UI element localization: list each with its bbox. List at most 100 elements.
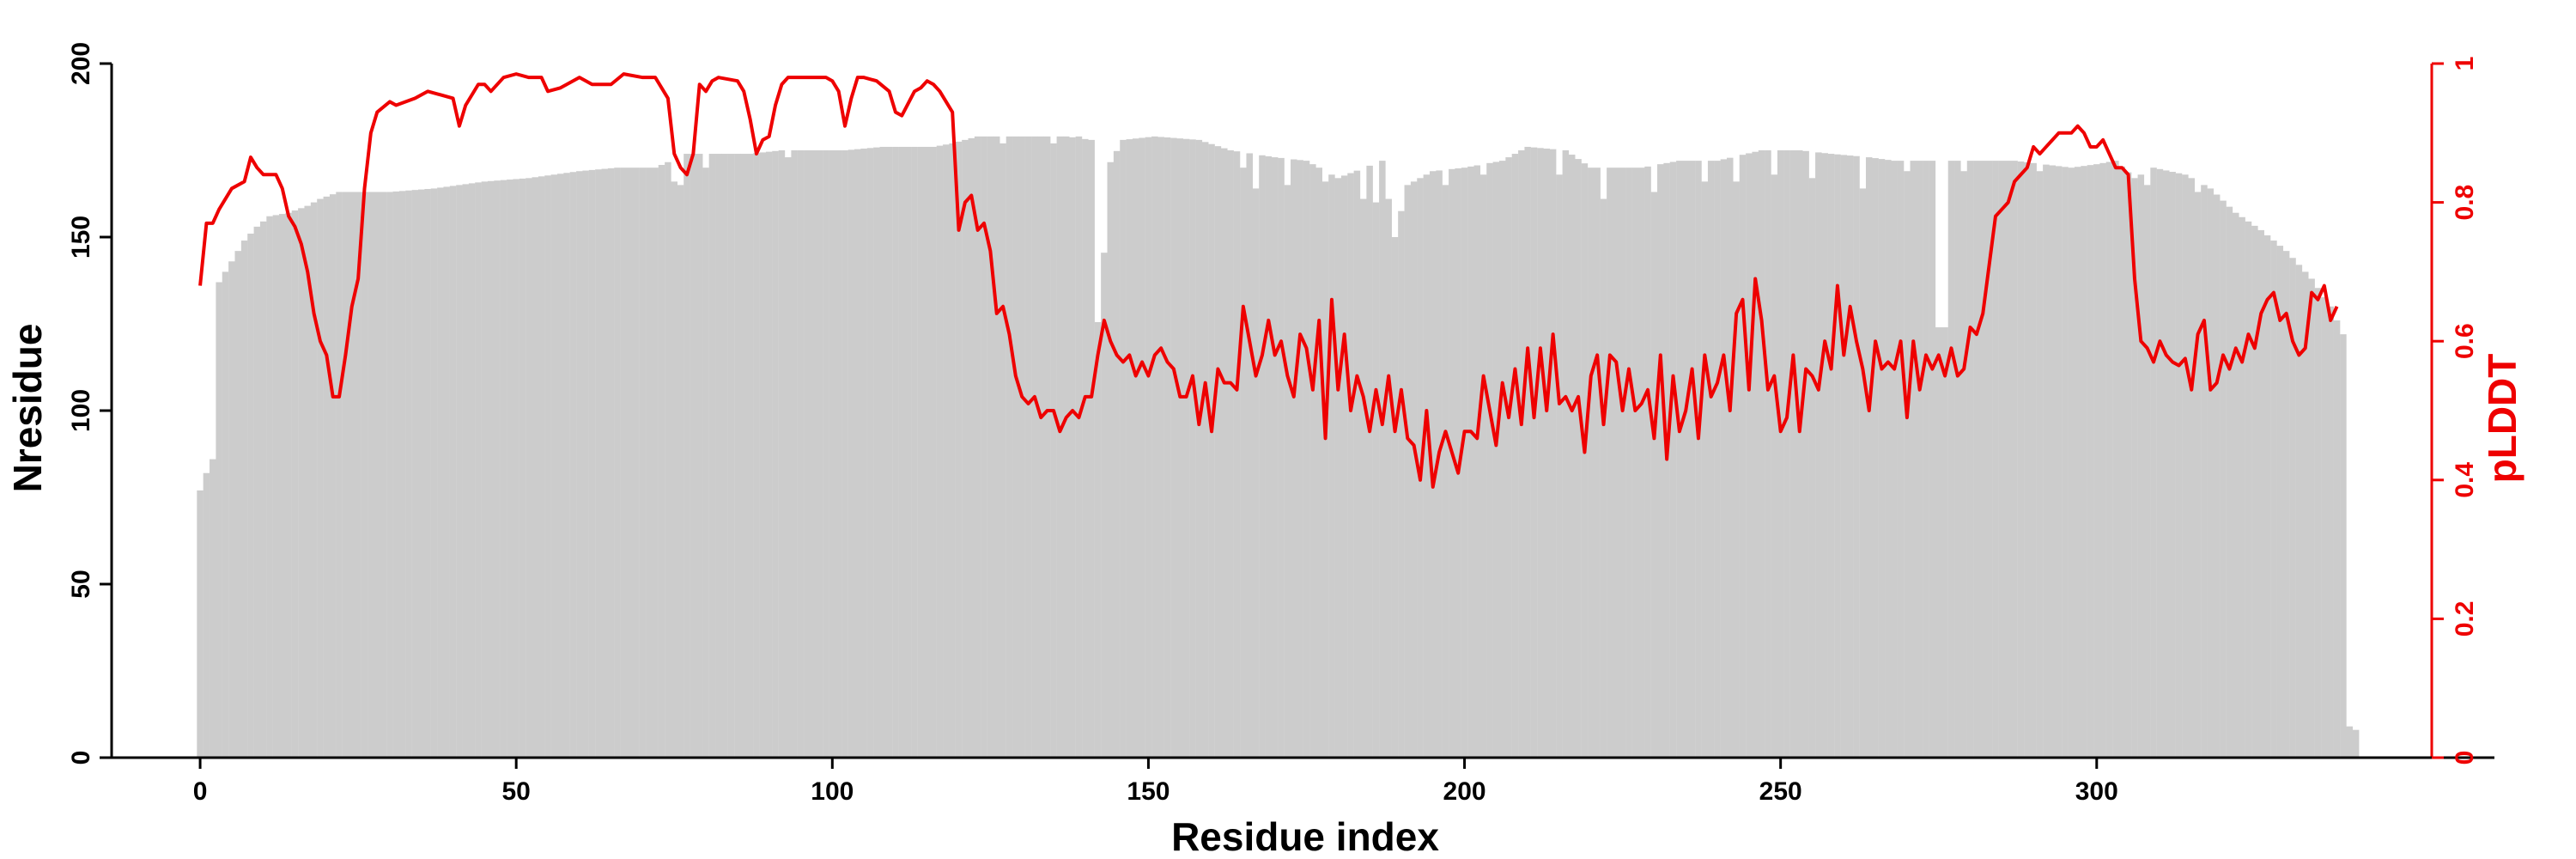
nresidue-bar <box>848 149 855 758</box>
nresidue-bar <box>1240 168 1247 758</box>
nresidue-bar <box>2282 251 2290 758</box>
nresidue-bar <box>197 490 204 758</box>
nresidue-bar <box>1543 148 1551 758</box>
nresidue-bar <box>683 154 690 758</box>
nresidue-bar <box>430 188 438 758</box>
nresidue-bar <box>386 192 393 758</box>
nresidue-bar <box>2099 162 2106 758</box>
nresidue-bar <box>1214 146 1222 758</box>
nresidue-bar <box>2251 225 2258 758</box>
x-tick-label: 250 <box>1759 777 1802 806</box>
nresidue-bar <box>279 214 286 758</box>
x-tick-label: 150 <box>1127 777 1170 806</box>
nresidue-bar <box>1885 160 1892 758</box>
nresidue-bar <box>1537 148 1544 758</box>
nresidue-bar <box>1637 168 1645 758</box>
nresidue-bar <box>1733 181 1740 758</box>
nresidue-bar <box>1265 155 1273 758</box>
nresidue-bar <box>2257 229 2264 758</box>
nresidue-bar <box>2182 174 2189 758</box>
nresidue-bar <box>228 261 235 758</box>
nresidue-bar <box>1278 157 1285 758</box>
nresidue-bar <box>405 190 412 758</box>
nresidue-bar <box>2327 306 2334 758</box>
nresidue-bar <box>2163 170 2170 758</box>
nresidue-bar <box>2233 212 2239 758</box>
nresidue-bar <box>1891 161 1898 758</box>
nresidue-bar <box>247 233 254 758</box>
nresidue-bar <box>1094 321 1102 758</box>
nresidue-bar <box>569 172 577 758</box>
nresidue-bar <box>1998 161 2006 758</box>
nresidue-bar <box>1727 157 1734 758</box>
nresidue-bar <box>873 147 880 758</box>
nresidue-bar <box>1492 161 1500 758</box>
nresidue-bar <box>291 210 299 758</box>
nresidue-bar <box>854 149 861 758</box>
nresidue-bar <box>500 180 507 758</box>
nresidue-bar <box>1808 178 1816 758</box>
nresidue-bar <box>753 153 760 758</box>
nresidue-bar <box>1758 150 1765 758</box>
nresidue-bar <box>1834 154 1841 758</box>
nresidue-bar <box>494 180 501 758</box>
nresidue-bar <box>556 174 564 758</box>
nresidue-bar <box>1309 164 1316 758</box>
nresidue-bar <box>1233 151 1241 758</box>
nresidue-bar <box>727 154 735 758</box>
nresidue-bar <box>2030 162 2037 758</box>
nresidue-bar <box>2276 246 2284 758</box>
nresidue-bar <box>911 146 918 758</box>
nresidue-bar <box>708 154 716 758</box>
nresidue-bar <box>2049 165 2057 758</box>
nresidue-bar <box>532 177 539 758</box>
right-y-tick-label: 0.6 <box>2451 323 2479 359</box>
nresidue-bar <box>1695 161 1702 758</box>
nresidue-bar <box>411 190 419 758</box>
nresidue-bar <box>721 154 728 758</box>
nresidue-bar <box>2220 200 2227 758</box>
nresidue-bar <box>1297 160 1303 758</box>
nresidue-bar <box>1765 150 1771 758</box>
left-y-axis-ticks: 0 50 100 150 200 <box>67 42 112 765</box>
nresidue-bar <box>1467 166 1474 758</box>
nresidue-bar <box>1145 137 1152 758</box>
nresidue-bar <box>2295 265 2303 758</box>
nresidue-bar <box>487 180 495 758</box>
nresidue-bar <box>785 157 792 758</box>
left-y-tick-label: 200 <box>67 42 95 85</box>
nresidue-bar <box>917 146 925 758</box>
nresidue-bar <box>892 146 899 758</box>
nresidue-bar <box>329 194 337 758</box>
nresidue-bar <box>216 282 222 758</box>
nresidue-bar <box>576 171 583 758</box>
nresidue-bar <box>380 192 387 758</box>
nresidue-bar <box>2346 726 2354 758</box>
nresidue-bar <box>1423 174 1431 758</box>
right-y-tick-label: 0.8 <box>2451 185 2479 221</box>
nresidue-bar <box>1594 168 1601 758</box>
nresidue-bar <box>304 205 311 758</box>
nresidue-bar <box>1619 168 1626 758</box>
nresidue-bar <box>677 185 684 758</box>
nresidue-bar <box>1024 136 1032 758</box>
nresidue-bar <box>1657 164 1664 758</box>
nresidue-bar <box>974 136 981 758</box>
nresidue-bar <box>2333 320 2341 758</box>
nresidue-bar <box>702 168 709 758</box>
nresidue-bar <box>2270 241 2277 758</box>
right-y-tick-label: 1 <box>2451 57 2479 71</box>
nresidue-bar <box>746 154 754 758</box>
nresidue-bar <box>1746 153 1753 758</box>
nresidue-bar <box>398 191 406 758</box>
nresidue-bar <box>582 170 589 758</box>
nresidue-bar <box>1315 168 1322 758</box>
nresidue-bar <box>2352 729 2360 758</box>
nresidue-bar <box>1398 210 1405 758</box>
nresidue-bar <box>240 241 248 758</box>
nresidue-bar <box>475 182 482 758</box>
nresidue-bar <box>2150 168 2157 758</box>
nresidue-bar <box>1644 166 1651 758</box>
nresidue-bar <box>342 192 349 758</box>
x-tick-label: 300 <box>2075 777 2118 806</box>
